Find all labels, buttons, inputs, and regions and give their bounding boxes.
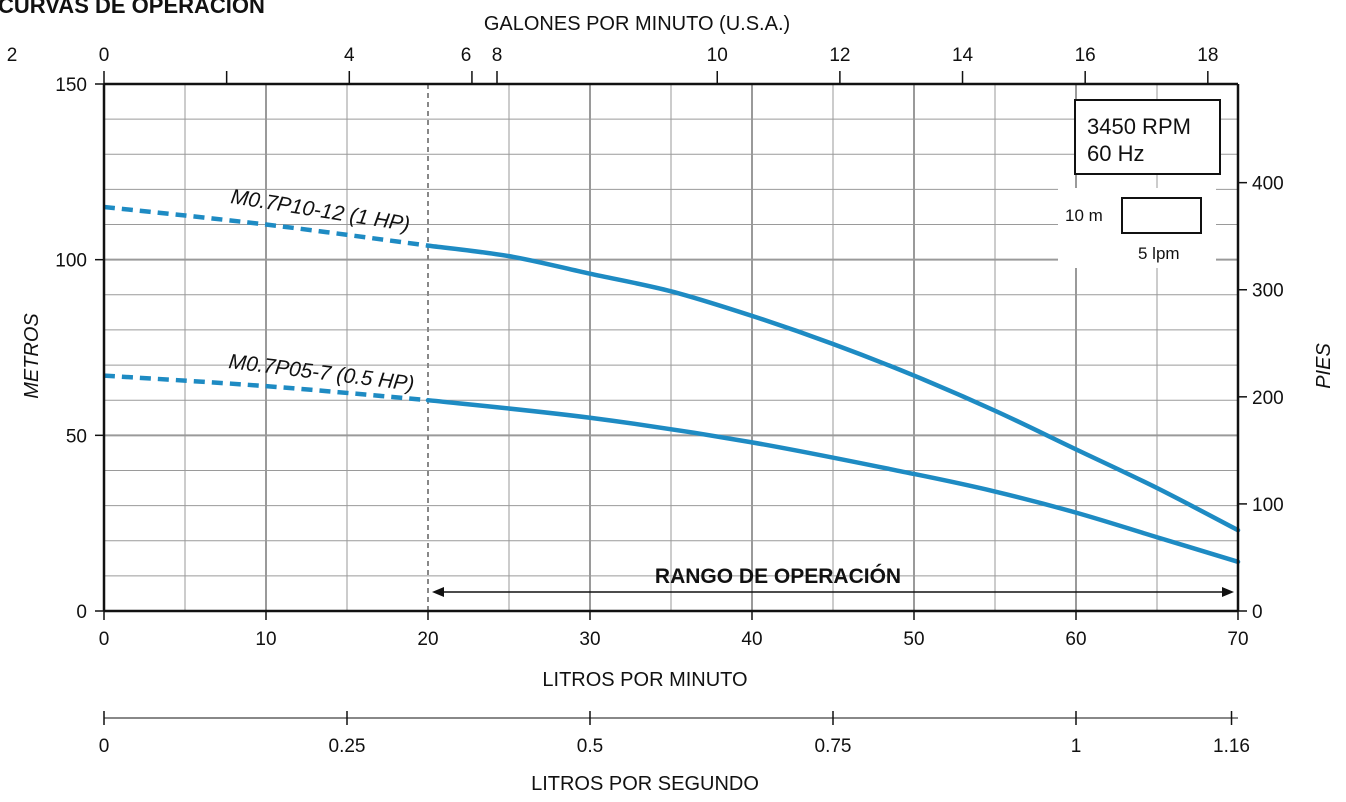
- right-tick-label: 100: [1252, 495, 1284, 516]
- x-tick-label: 70: [1227, 629, 1248, 650]
- operating-range-arrow: [432, 587, 1234, 597]
- top-tick-label: 6: [461, 45, 472, 66]
- lps-tick-label: 0: [99, 736, 110, 757]
- x-tick-label: 10: [255, 629, 276, 650]
- rpm-box: [1074, 99, 1221, 175]
- top-tick-label: 8: [492, 45, 503, 66]
- x-tick-label: 0: [99, 629, 110, 650]
- lps-tick-label: 0.5: [577, 736, 603, 757]
- x-tick-label: 40: [741, 629, 762, 650]
- pump-curves: [103, 204, 1241, 565]
- curve-solid-1: [425, 397, 1241, 565]
- top-tick-label: 14: [952, 45, 974, 66]
- range-arrow-right: [1222, 587, 1234, 597]
- x-tick-label: 60: [1065, 629, 1086, 650]
- lps-tick-label: 0.75: [815, 736, 852, 757]
- secondary-x-axis-title: LITROS POR SEGUNDO: [531, 773, 759, 795]
- axis-ticks: [95, 71, 1247, 725]
- top-tick-label: 18: [1197, 45, 1218, 66]
- y-tick-label: 50: [66, 426, 87, 447]
- right-tick-label: 400: [1252, 174, 1284, 195]
- rpm-label: 3450 RPM: [1087, 114, 1191, 139]
- y-tick-label: 0: [76, 602, 87, 623]
- curve-dashed-0: [103, 204, 429, 248]
- y-tick-label: 150: [55, 75, 87, 96]
- right-tick-label: 200: [1252, 388, 1284, 409]
- scale-vertical-label: 10 m: [1065, 206, 1103, 225]
- top-tick-label: 12: [829, 45, 850, 66]
- top-tick-label: 16: [1075, 45, 1096, 66]
- x-axis-title: LITROS POR MINUTO: [542, 669, 747, 691]
- range-arrow-left: [432, 587, 444, 597]
- top-tick-label: 10: [707, 45, 728, 66]
- curve-solid-0: [425, 243, 1241, 533]
- series-label-1hp: M0.7P10-12 (1 HP): [229, 185, 411, 236]
- hz-label: 60 Hz: [1087, 141, 1144, 166]
- x-tick-label: 30: [579, 629, 600, 650]
- scale-horizontal-label: 5 lpm: [1138, 244, 1180, 263]
- right-axis-title: PIES: [1313, 343, 1335, 389]
- top-tick-label: 0: [99, 45, 110, 66]
- scale-box-rect: [1121, 197, 1202, 234]
- x-tick-label: 20: [417, 629, 438, 650]
- operating-range-label: RANGO DE OPERACIÓN: [655, 564, 901, 588]
- x-tick-label: 50: [903, 629, 924, 650]
- y-tick-label: 100: [55, 251, 87, 272]
- curve-dashed-1: [103, 373, 429, 403]
- right-tick-label: 0: [1252, 602, 1263, 623]
- minor-gridlines: [104, 84, 1238, 611]
- top-tick-label: 4: [344, 45, 355, 66]
- lps-tick-label: 1: [1071, 736, 1082, 757]
- lps-tick-label: 1.16: [1213, 736, 1250, 757]
- page-title: CURVAS DE OPERACIÓN: [0, 0, 265, 18]
- left-axis-title: METROS: [21, 313, 43, 399]
- top-tick-label: 2: [7, 45, 18, 66]
- right-tick-label: 300: [1252, 281, 1284, 302]
- top-axis-title: GALONES POR MINUTO (U.S.A.): [484, 13, 790, 35]
- lps-tick-label: 0.25: [329, 736, 366, 757]
